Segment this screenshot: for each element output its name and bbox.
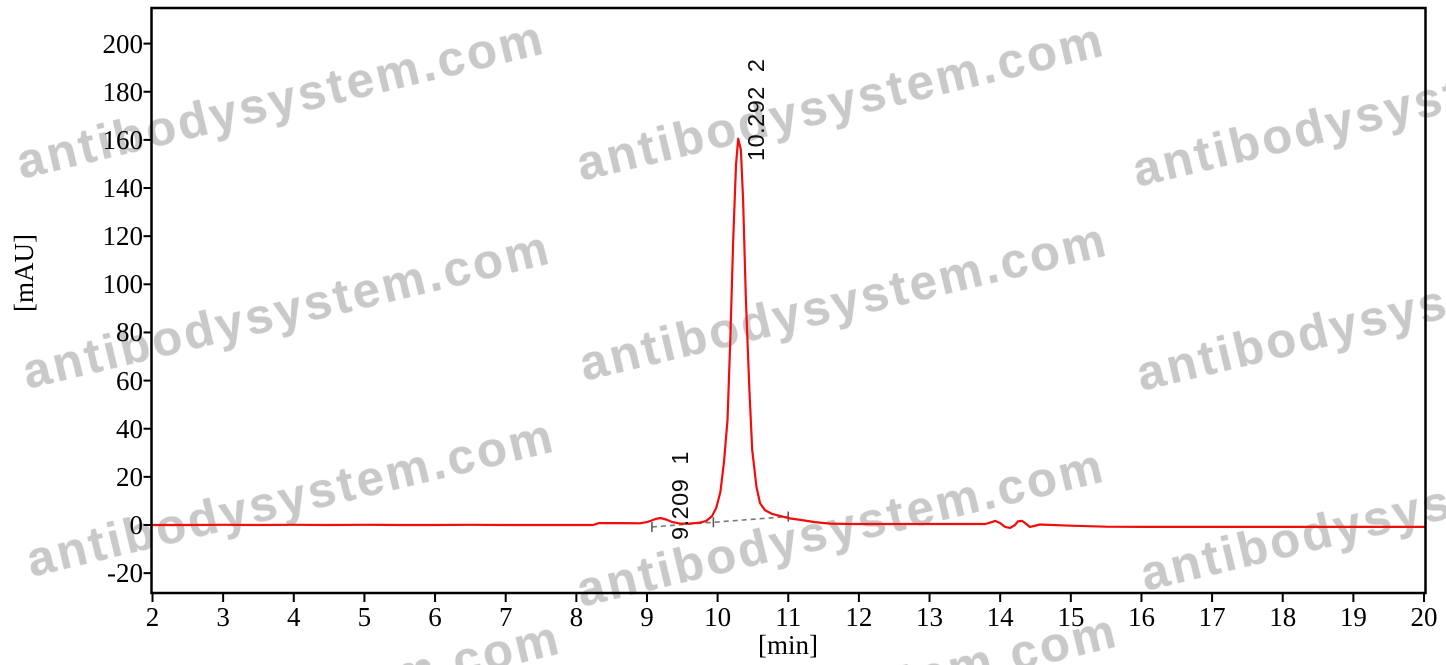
x-tick-label: 19 — [1339, 602, 1367, 632]
x-tick-label: 4 — [287, 602, 301, 632]
y-tick-label: 20 — [116, 461, 143, 492]
x-tick-label: 3 — [216, 602, 230, 632]
x-tick-label: 18 — [1269, 602, 1297, 632]
peak-label-1: 9.209 1 — [666, 451, 693, 541]
y-tick-label: 60 — [116, 365, 143, 396]
x-tick-label: 15 — [1057, 602, 1085, 632]
y-tick-label: 120 — [102, 221, 144, 252]
peak-label-2: 10.292 2 — [743, 58, 770, 161]
y-tick-label: 40 — [116, 413, 143, 444]
x-tick-label: 2 — [145, 602, 160, 632]
x-tick-label: 14 — [986, 602, 1014, 632]
y-tick-label: 200 — [102, 28, 144, 59]
x-tick-label: 17 — [1198, 602, 1226, 632]
y-tick-label: 80 — [116, 317, 143, 348]
y-tick-label: 180 — [102, 76, 144, 107]
x-axis-title: [min] — [758, 630, 818, 660]
y-tick-label: 160 — [102, 124, 144, 155]
x-tick-label: 13 — [916, 602, 944, 632]
x-tick-label: 12 — [845, 602, 873, 632]
y-tick-label: 100 — [102, 269, 144, 300]
x-tick-label: 9 — [640, 602, 654, 632]
x-tick-label: 11 — [775, 602, 802, 632]
y-tick-label: 140 — [102, 173, 144, 204]
x-tick-label: 20 — [1410, 602, 1438, 632]
x-tick-label: 10 — [704, 602, 732, 632]
x-tick-label: 16 — [1127, 602, 1155, 632]
integration-baseline — [651, 515, 789, 528]
x-tick-label: 8 — [569, 602, 584, 632]
y-axis-title: [mAU] — [9, 234, 39, 312]
x-tick-label: 6 — [428, 602, 442, 632]
y-tick-label: 0 — [129, 510, 144, 540]
y-tick-label: -20 — [107, 558, 143, 589]
x-tick-label: 7 — [498, 602, 513, 632]
x-tick-label: 5 — [357, 602, 372, 632]
signal-trace — [151, 137, 1426, 529]
plot-frame — [150, 6, 1427, 595]
